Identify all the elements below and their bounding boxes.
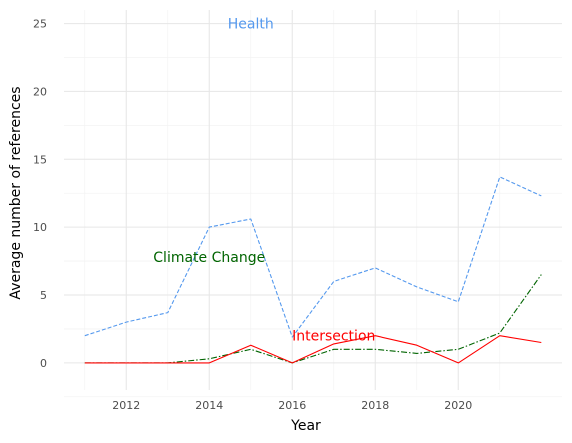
x-tick-label: 2012 bbox=[112, 399, 140, 412]
y-axis-title: Average number of references bbox=[8, 86, 24, 299]
series-label-health: Health bbox=[228, 17, 274, 33]
series-labels: Health Climate Change Intersection bbox=[153, 17, 375, 345]
y-tick-label: 0 bbox=[40, 357, 47, 370]
y-axis-ticks: 0 5 10 15 20 25 bbox=[33, 18, 47, 370]
x-axis-title: Year bbox=[290, 418, 321, 434]
y-tick-label: 10 bbox=[33, 221, 47, 234]
y-tick-label: 15 bbox=[33, 153, 47, 166]
series-label-climate-change: Climate Change bbox=[153, 250, 265, 266]
x-tick-label: 2018 bbox=[361, 399, 389, 412]
x-tick-label: 2016 bbox=[278, 399, 306, 412]
series-line-health bbox=[84, 176, 542, 338]
series-line-climate-change bbox=[84, 274, 542, 364]
y-tick-label: 25 bbox=[33, 18, 47, 31]
y-tick-label: 20 bbox=[33, 85, 47, 98]
x-tick-label: 2014 bbox=[195, 399, 223, 412]
series-label-intersection: Intersection bbox=[292, 329, 375, 345]
x-tick-label: 2020 bbox=[444, 399, 472, 412]
major-gridlines bbox=[64, 10, 562, 390]
y-tick-label: 5 bbox=[40, 289, 47, 302]
series-line-intersection bbox=[84, 335, 542, 364]
minor-gridlines bbox=[64, 10, 562, 398]
series-lines bbox=[84, 176, 542, 364]
x-axis-ticks: 2012 2014 2016 2018 2020 bbox=[112, 399, 472, 412]
